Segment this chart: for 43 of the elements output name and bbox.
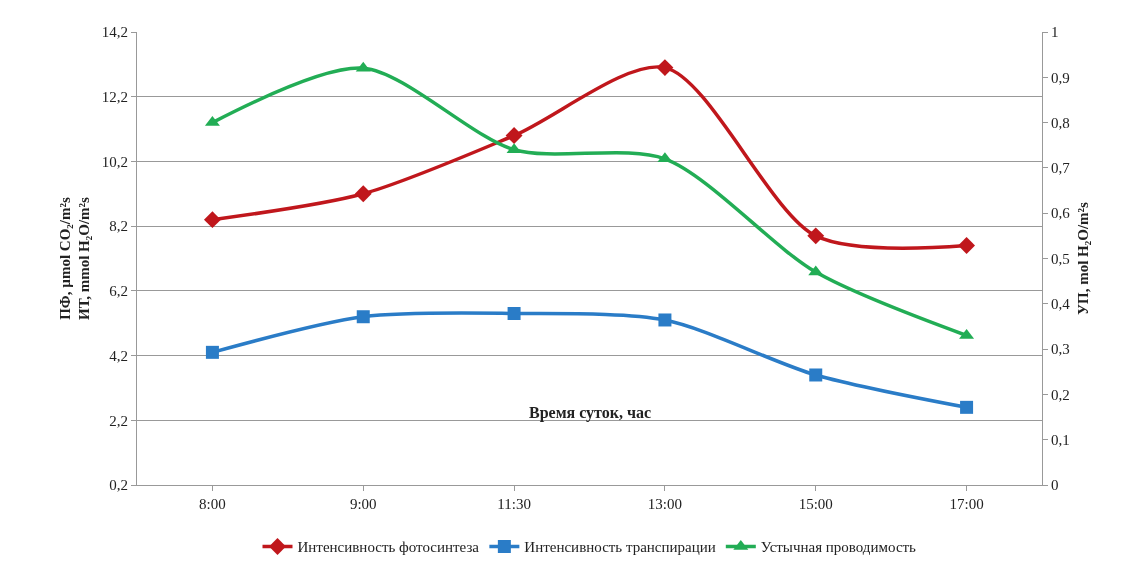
point	[507, 307, 521, 321]
legend-label: Интенсивность фотосинтеза	[297, 539, 480, 556]
y-tick-label: 2,2	[109, 412, 128, 429]
y2-tick-label: 1	[1051, 24, 1059, 41]
legend-label: Устычная проводимость	[760, 539, 917, 556]
y-tick-label: 8,2	[109, 218, 128, 235]
point	[960, 400, 974, 414]
y2-tick-label: 0,6	[1051, 205, 1071, 222]
y-tick-label: 0,2	[109, 477, 128, 494]
x-tick-label: 15:00	[798, 496, 833, 512]
x-axis-title: Время суток, час	[529, 404, 652, 422]
point	[203, 211, 221, 229]
x-tick-label: 8:00	[199, 496, 226, 512]
point	[205, 345, 219, 359]
point	[656, 59, 674, 77]
x-tick-label: 9:00	[349, 496, 377, 512]
x-tick-label: 11:30	[497, 496, 531, 512]
y2-tick-label: 0,4	[1051, 296, 1071, 313]
point	[356, 310, 370, 324]
y-tick-label: 10,2	[101, 153, 128, 170]
x-tick-label: 17:00	[949, 496, 984, 512]
y2-tick-label: 0,1	[1051, 431, 1070, 448]
point	[658, 313, 672, 327]
y-axis-title: ПФ, µmol CO₂/m²s ИТ, mmol H₂O/m²s	[56, 196, 92, 320]
y-tick-label: 12,2	[101, 88, 128, 105]
point	[958, 237, 976, 255]
y2-tick-label: 0,8	[1051, 114, 1070, 131]
y-tick-label: 14,2	[101, 24, 128, 41]
y2-tick-label: 0,5	[1051, 250, 1070, 267]
y2-tick-label: 0,7	[1051, 160, 1071, 177]
legend-label: Интенсивность транспирации	[524, 539, 716, 556]
y-tick-label: 6,2	[109, 283, 128, 300]
y2-tick-label: 0	[1051, 477, 1059, 494]
x-tick-label: 13:00	[647, 496, 683, 512]
point	[809, 368, 823, 382]
y-tick-label: 4,2	[109, 347, 128, 364]
y2-tick-label: 0,3	[1051, 341, 1070, 358]
point	[505, 127, 523, 144]
y2-tick-label: 0,2	[1051, 386, 1070, 403]
point	[807, 227, 825, 245]
point	[354, 185, 372, 203]
y2-tick-label: 0,9	[1051, 69, 1070, 86]
y2-axis-title: УП, mol H₂O/m²s	[1075, 201, 1092, 315]
